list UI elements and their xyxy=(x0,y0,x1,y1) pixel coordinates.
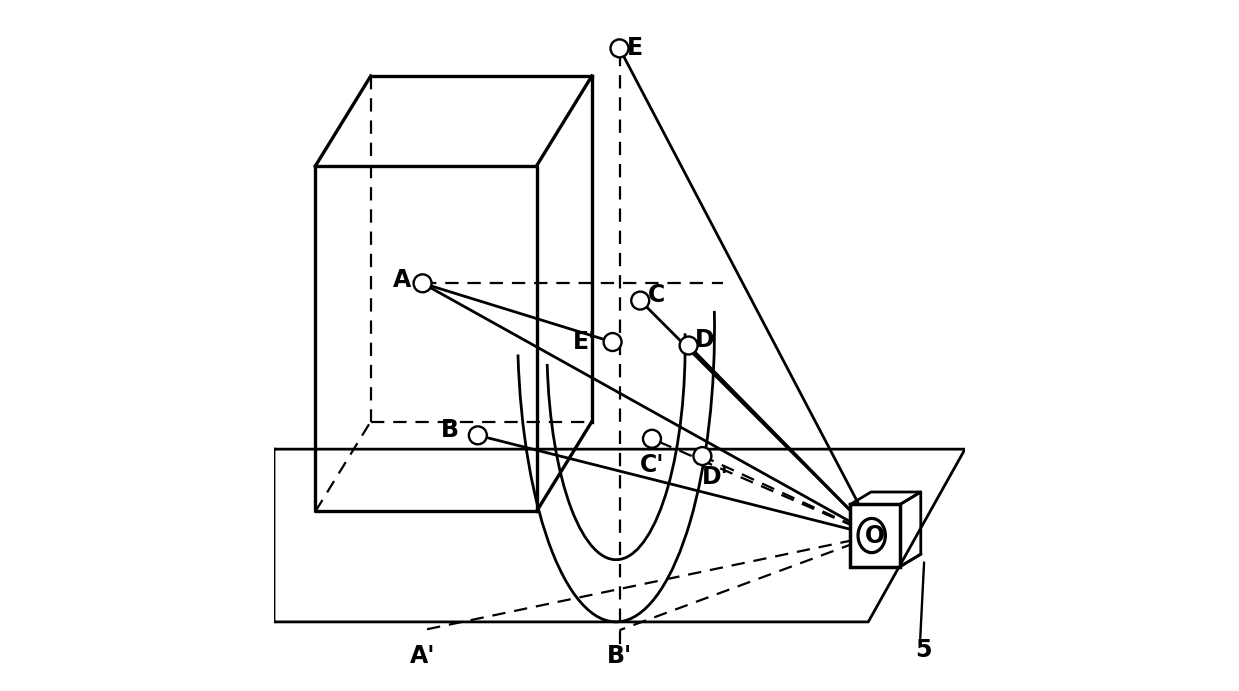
Circle shape xyxy=(631,292,649,310)
Circle shape xyxy=(643,430,660,448)
Circle shape xyxy=(694,447,711,465)
Text: 5: 5 xyxy=(916,638,932,661)
Text: D': D' xyxy=(701,465,729,489)
Circle shape xyxy=(468,426,487,444)
Text: O: O xyxy=(865,524,885,547)
Circle shape xyxy=(680,337,698,354)
Circle shape xyxy=(611,39,628,57)
Text: A': A' xyxy=(410,645,435,668)
Ellipse shape xyxy=(859,518,886,553)
Circle shape xyxy=(603,333,622,351)
Text: A: A xyxy=(393,268,411,292)
Text: E': E' xyxy=(574,330,597,354)
Text: E: E xyxy=(627,37,643,60)
Text: B: B xyxy=(441,418,460,442)
Text: C': C' xyxy=(639,453,664,477)
Circle shape xyxy=(414,274,431,292)
Text: D: D xyxy=(695,328,715,352)
Text: C: C xyxy=(648,283,665,307)
Bar xyxy=(850,504,900,567)
Text: B': B' xyxy=(607,645,632,668)
